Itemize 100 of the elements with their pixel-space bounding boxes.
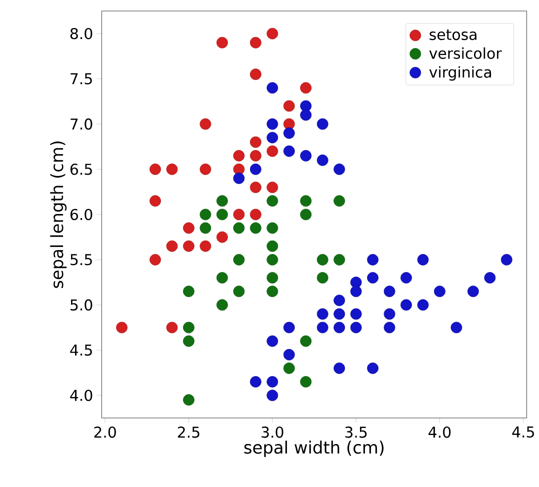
x-tick-label: 2.0 (94, 426, 116, 438)
point (266, 222, 278, 234)
x-tick-label: 3.5 (345, 426, 367, 438)
x-tick-label: 3.0 (262, 426, 284, 438)
point (233, 150, 245, 162)
point (233, 286, 245, 298)
point (250, 36, 262, 48)
point (334, 254, 346, 266)
y-tick-label: 7.0 (70, 118, 92, 130)
point (350, 308, 362, 320)
point (266, 118, 278, 130)
point (166, 322, 178, 334)
point (283, 127, 295, 139)
legend-label: versicolor (429, 47, 502, 59)
x-tick-label: 4.5 (512, 426, 534, 438)
point (334, 195, 346, 207)
point (266, 390, 278, 402)
point (266, 145, 278, 157)
point (266, 254, 278, 266)
y-tick-label: 5.0 (70, 299, 92, 311)
point (283, 145, 295, 157)
point (183, 335, 194, 347)
point (200, 240, 212, 252)
point (300, 150, 312, 162)
point (283, 100, 295, 112)
legend-label: setosa (430, 29, 476, 40)
point (367, 362, 378, 374)
point (250, 182, 262, 194)
point (266, 195, 278, 207)
point (484, 272, 496, 284)
point (200, 164, 212, 175)
point (384, 322, 396, 334)
point (266, 82, 278, 94)
point (250, 164, 262, 175)
point (283, 348, 295, 360)
point (300, 208, 312, 220)
point (384, 286, 396, 298)
point (500, 254, 512, 266)
point (233, 172, 245, 184)
point (183, 240, 194, 252)
point (400, 272, 412, 284)
y-tick-label: 4.5 (70, 344, 92, 356)
point (266, 28, 278, 40)
point (150, 164, 161, 175)
point (266, 335, 278, 347)
point (266, 286, 278, 298)
point (183, 394, 194, 406)
point (250, 150, 262, 162)
x-axis-title: sepal width (cm) (244, 440, 384, 458)
point (216, 208, 228, 220)
point (216, 36, 228, 48)
point (216, 299, 228, 311)
point (250, 136, 262, 148)
point (434, 286, 446, 298)
point (266, 272, 278, 284)
point (266, 376, 278, 388)
point (183, 286, 194, 298)
y-tick-label: 5.5 (70, 254, 92, 266)
point (233, 254, 245, 266)
point (384, 308, 396, 320)
point (417, 254, 429, 266)
x-tick-label: 2.5 (178, 426, 200, 438)
point (316, 322, 328, 334)
legend-label: virginica (429, 66, 492, 81)
point (233, 222, 245, 234)
point (334, 322, 346, 334)
point (166, 164, 178, 175)
point (283, 362, 295, 374)
point (266, 182, 278, 194)
point (183, 322, 194, 334)
y-axis-title: sepal length (cm) (50, 142, 67, 288)
point (216, 195, 228, 207)
point (283, 322, 295, 334)
point (450, 322, 462, 334)
point (334, 362, 346, 374)
y-tick-label: 4.0 (70, 390, 92, 402)
point (250, 222, 262, 234)
point (467, 286, 479, 298)
point (350, 322, 362, 334)
point (316, 154, 328, 166)
point (216, 272, 228, 284)
point (216, 231, 228, 243)
point (250, 376, 262, 388)
point (150, 254, 161, 266)
point (183, 222, 194, 234)
point (266, 240, 278, 252)
point (300, 335, 312, 347)
point (300, 376, 312, 388)
point (250, 208, 262, 220)
y-tick-label: 8.0 (70, 28, 92, 40)
point (116, 322, 128, 334)
point (150, 195, 161, 207)
point (300, 82, 312, 94)
point (316, 308, 328, 320)
point (316, 118, 328, 130)
point (200, 208, 212, 220)
point (316, 272, 328, 284)
point (300, 109, 312, 121)
y-tick-label: 6.5 (70, 164, 92, 175)
point (400, 299, 412, 311)
